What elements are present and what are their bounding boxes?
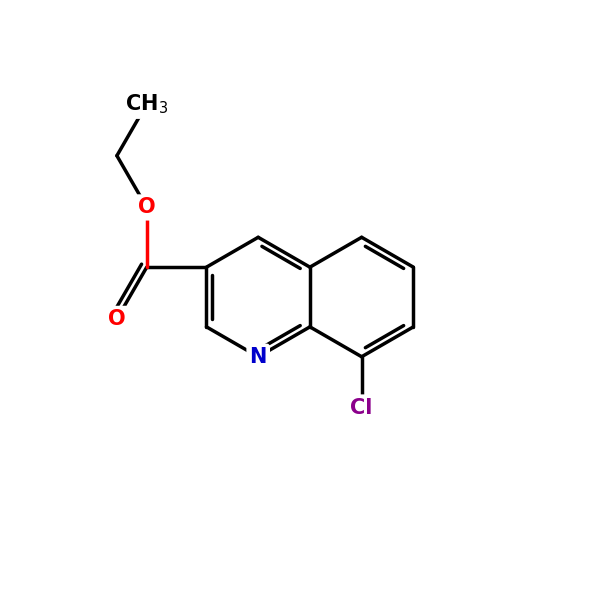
Text: Cl: Cl: [350, 398, 373, 418]
Text: O: O: [108, 309, 126, 329]
Text: N: N: [250, 347, 267, 367]
Text: CH$_3$: CH$_3$: [125, 92, 168, 116]
Text: O: O: [138, 197, 155, 217]
